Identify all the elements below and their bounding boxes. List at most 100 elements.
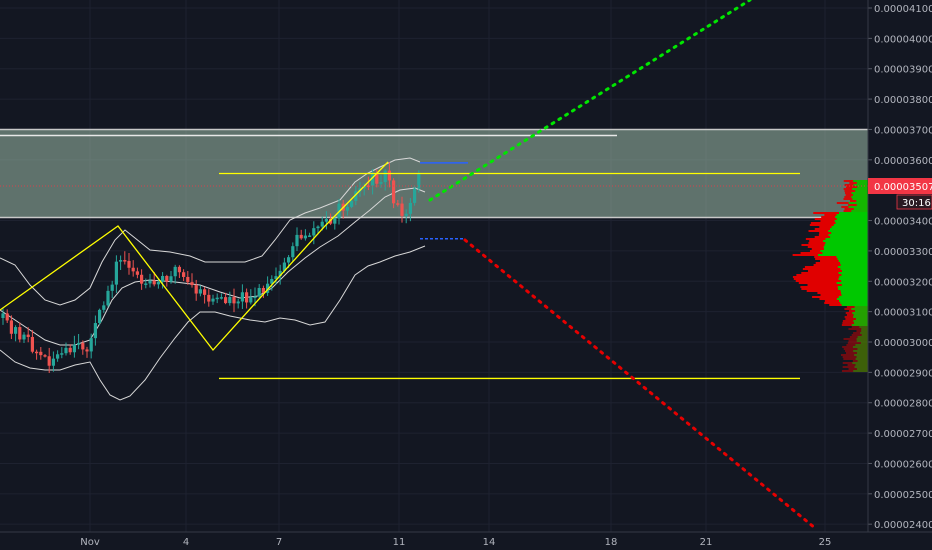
profile-bar: [831, 226, 868, 228]
candle-body: [329, 218, 333, 224]
profile-bar: [856, 338, 868, 340]
candle-body: [43, 355, 47, 357]
middle-band: [0, 187, 426, 346]
candle-body: [156, 281, 160, 285]
candle-body: [379, 182, 383, 184]
profile-bar: [837, 286, 868, 288]
profile-bar: [853, 320, 868, 322]
profile-bar: [837, 258, 868, 260]
profile-bar: [838, 278, 868, 280]
profile-bar: [854, 354, 868, 356]
candle-body: [110, 284, 114, 291]
profile-bar: [828, 230, 868, 232]
candle-body: [123, 260, 127, 262]
candle-body: [186, 276, 190, 283]
profile-bar: [835, 222, 868, 224]
candle-body: [308, 235, 312, 237]
profile-bar: [843, 338, 868, 340]
candle-body: [387, 170, 391, 181]
x-tick-label: Nov: [80, 537, 100, 548]
candle-body: [320, 221, 324, 227]
profile-bar: [857, 186, 868, 188]
profile-bar: [851, 308, 868, 310]
profile-bar: [842, 366, 868, 368]
candle-body: [240, 292, 244, 302]
candle-body: [278, 270, 282, 277]
profile-bar: [830, 236, 868, 238]
profile-bar: [839, 276, 868, 278]
zigzag-pattern: [0, 161, 389, 352]
profile-bar: [845, 352, 868, 354]
y-tick-label: 0.00003000: [874, 338, 932, 349]
profile-bar: [856, 182, 868, 184]
profile-bar: [857, 352, 868, 354]
drawings: [0, 0, 868, 530]
candle-body: [5, 313, 9, 321]
bullish-projection: [428, 0, 752, 202]
profile-bar: [792, 276, 868, 278]
candle-body: [224, 297, 228, 304]
candle-body: [366, 185, 370, 187]
profile-bar: [852, 360, 868, 362]
candle-body: [266, 283, 270, 293]
profile-bar: [844, 350, 868, 352]
candle-body: [98, 309, 102, 324]
profile-bar: [855, 310, 868, 312]
profile-bar: [851, 210, 868, 212]
profile-bar: [825, 238, 868, 240]
candle-body: [261, 287, 265, 293]
profile-bar: [840, 354, 868, 356]
candle-body: [316, 226, 320, 229]
candle-body: [85, 349, 89, 352]
x-tick-label: 21: [700, 537, 713, 548]
y-tick-label: 0.00002600: [874, 459, 932, 470]
profile-bar: [847, 342, 868, 344]
profile-bar: [854, 366, 868, 368]
candle-body: [152, 280, 156, 285]
profile-bar: [855, 364, 868, 366]
profile-bar: [851, 334, 868, 336]
profile-bar: [853, 314, 868, 316]
profile-bar: [843, 358, 868, 360]
profile-bar: [833, 224, 868, 226]
candle-body: [81, 342, 85, 350]
bearish-projection: [463, 238, 817, 530]
x-tick-label: 25: [819, 537, 832, 548]
x-tick-label: 7: [276, 537, 282, 548]
profile-bar: [841, 304, 868, 306]
profile-bar: [861, 328, 868, 330]
candle-body: [114, 261, 118, 285]
candle-body: [215, 297, 219, 300]
profile-bar: [836, 298, 868, 300]
candle-body: [211, 298, 215, 302]
profile-bar: [851, 326, 868, 328]
candle-body: [119, 260, 123, 262]
profile-bar: [795, 280, 868, 282]
y-tick-label: 0.00003300: [874, 247, 932, 258]
profile-bar: [852, 362, 868, 364]
profile-bar: [856, 204, 868, 206]
y-tick-label: 0.00003800: [874, 95, 932, 106]
profile-bar: [838, 288, 868, 290]
profile-bar: [855, 318, 868, 320]
profile-bar: [824, 244, 868, 246]
profile-bar: [829, 228, 868, 230]
profile-bar: [852, 312, 868, 314]
profile-bar: [836, 282, 868, 284]
y-tick-label: 0.00002700: [874, 429, 932, 440]
candle-body: [47, 356, 51, 366]
profile-bar: [840, 292, 868, 294]
profile-bar: [824, 248, 868, 250]
profile-bar: [828, 234, 868, 236]
candle-body: [93, 323, 97, 339]
candle-body: [324, 218, 328, 222]
profile-bar: [847, 364, 868, 366]
candle-body: [68, 347, 72, 353]
profile-bar: [825, 242, 868, 244]
profile-bar: [801, 272, 868, 274]
candle-body: [144, 283, 148, 285]
profile-bar: [860, 332, 868, 334]
profile-bar: [823, 240, 868, 242]
